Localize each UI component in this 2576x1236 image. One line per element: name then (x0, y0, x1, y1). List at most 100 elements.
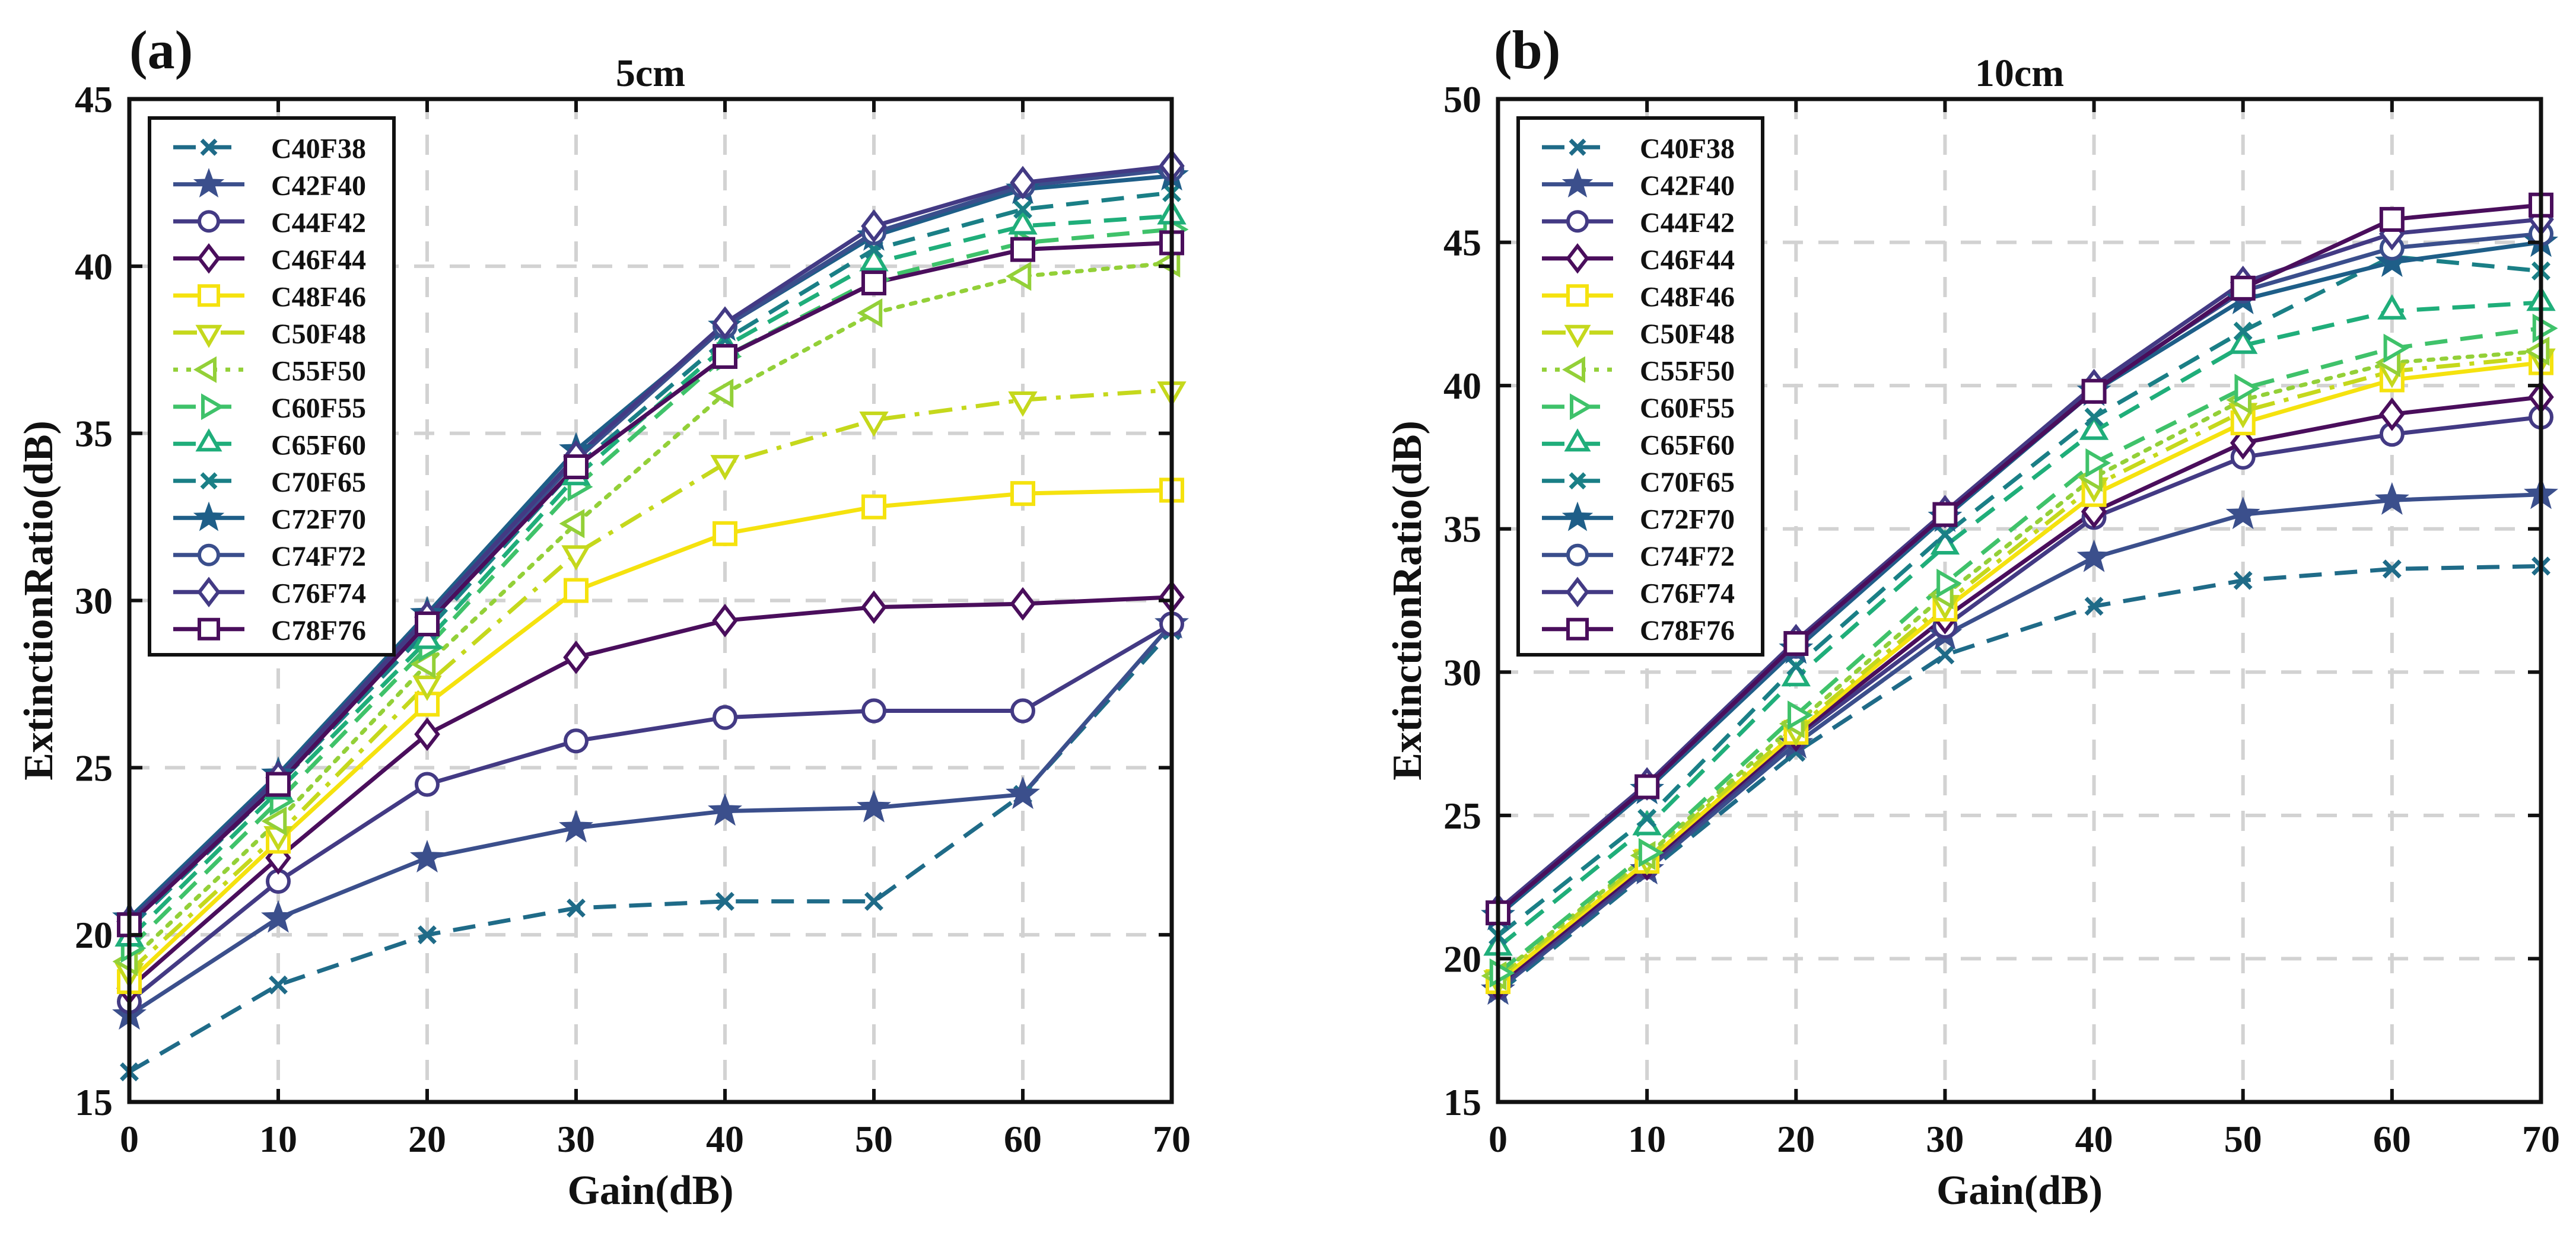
legend-entry: C55F50 (1542, 355, 1735, 387)
legend-marker (193, 501, 225, 531)
series-line-c70f65 (128, 190, 1172, 930)
legend-entry: C48F46 (1542, 281, 1735, 313)
legend-label: C60F55 (1640, 393, 1735, 424)
y-tick-label: 30 (1443, 651, 1481, 693)
y-tick-label: 40 (1443, 365, 1481, 407)
series-line-c78f76 (128, 240, 1172, 926)
x-tick-label: 60 (1004, 1118, 1042, 1160)
x-tick-label: 40 (706, 1118, 744, 1160)
legend-entry: C65F60 (173, 428, 366, 461)
legend-label: C50F48 (271, 318, 366, 350)
x-tick-label: 20 (408, 1118, 446, 1160)
y-tick-label: 45 (1443, 222, 1481, 264)
series-line-c60f55 (1496, 326, 2542, 975)
data-point (1013, 200, 1032, 219)
legend: C40F38 C42F40 C44F42 C46F44 C48F46 C50F48 C55F… (1516, 116, 1764, 657)
y-tick-label: 50 (1443, 78, 1481, 120)
data-point (2233, 571, 2253, 590)
data-point (1783, 630, 1809, 656)
data-point (1006, 262, 1032, 291)
legend-label: C72F70 (1640, 504, 1735, 535)
series-line-c65f60 (1496, 300, 2542, 949)
data-point (1010, 587, 1036, 621)
series-line-c40f38 (1496, 564, 2542, 995)
x-tick-label: 0 (1489, 1118, 1508, 1160)
x-tick-label: 70 (2522, 1118, 2560, 1160)
series-markers-c46f44 (116, 580, 1185, 1005)
chart-title: 10cm (1975, 52, 2064, 95)
legend-marker (1564, 428, 1591, 452)
legend-marker (1570, 393, 1594, 421)
legend-entry: C74F72 (1542, 541, 1735, 572)
panel-label-b: (b) (1494, 20, 1560, 80)
series-line-c46f44 (1496, 394, 2542, 986)
data-point (2382, 559, 2402, 579)
legend-entry: C44F42 (1542, 207, 1735, 238)
legend-entry: C60F55 (1542, 393, 1735, 424)
data-point (412, 676, 442, 701)
data-point (708, 378, 734, 408)
data-point (864, 891, 883, 911)
legend-entry: C72F70 (1542, 501, 1735, 535)
data-point (1935, 525, 1955, 544)
legend-label: C60F55 (271, 393, 366, 424)
data-point (861, 494, 886, 520)
y-axis-label: ExtinctionRatio(dB) (16, 421, 62, 781)
series-line-c40f38 (128, 629, 1173, 1074)
legend-marker (1566, 210, 1589, 233)
data-point (2230, 275, 2256, 301)
x-tick-label: 30 (557, 1118, 595, 1160)
x-tick-label: 50 (2224, 1118, 2262, 1160)
legend-entry: C48F46 (173, 281, 366, 313)
legend-entry: C44F42 (173, 207, 366, 238)
legend-label: C76F74 (1640, 578, 1735, 609)
data-point (2084, 407, 2104, 427)
series-line-c48f46 (1496, 361, 2542, 983)
data-point (713, 344, 737, 369)
legend-label: C70F65 (271, 467, 366, 498)
series-line-c76f74 (128, 164, 1172, 923)
data-point (2234, 374, 2260, 403)
data-point (2383, 333, 2409, 364)
legend-entry: C72F70 (173, 501, 366, 535)
legend-entry: C42F40 (1542, 168, 1735, 202)
legend-entry: C46F44 (1542, 243, 1735, 276)
legend-label: C55F50 (1640, 355, 1735, 387)
data-point (1786, 657, 1806, 676)
y-tick-label: 15 (1443, 1081, 1481, 1123)
data-point (857, 789, 891, 823)
chart-panel-b: 0 10 20 30 40 50 60 70 15 20 25 30 35 40 45 50 10cm Gain(… (1385, 20, 2560, 1213)
y-tick-label: 25 (1443, 795, 1481, 837)
legend-marker (1566, 284, 1589, 307)
data-point (2079, 414, 2109, 440)
y-tick-label: 30 (75, 580, 113, 622)
legend-marker (1561, 356, 1585, 383)
legend-marker (1566, 617, 1589, 641)
series-line-c48f46 (128, 488, 1172, 983)
data-point (2233, 321, 2253, 341)
x-tick-label: 10 (259, 1118, 297, 1160)
legend-marker (1561, 168, 1594, 198)
data-point (1010, 165, 1036, 200)
y-tick-label: 20 (75, 914, 113, 956)
data-point (715, 891, 734, 911)
data-point (1010, 481, 1035, 506)
data-point (2379, 206, 2405, 232)
legend: C40F38 C42F40 C44F42 C46F44 C48F46 C50F48 C55F… (148, 116, 396, 657)
data-point (859, 411, 889, 437)
legend-label: C78F76 (271, 615, 366, 646)
legend-label: C65F60 (1640, 429, 1735, 461)
series-line-c55f50 (1496, 349, 2543, 978)
legend-label: C48F46 (1640, 281, 1735, 313)
legend-entry: C40F38 (1542, 133, 1735, 164)
data-point (859, 246, 889, 272)
data-point (415, 611, 440, 636)
panel-label-a: (a) (129, 20, 193, 80)
series-line-c42f40 (128, 622, 1173, 1017)
data-point (266, 772, 291, 797)
legend-label: C48F46 (271, 281, 366, 313)
y-tick-label: 35 (75, 413, 113, 455)
series-line-c44f42 (1496, 415, 2542, 989)
data-point (2374, 244, 2409, 278)
legend-marker (197, 243, 221, 274)
